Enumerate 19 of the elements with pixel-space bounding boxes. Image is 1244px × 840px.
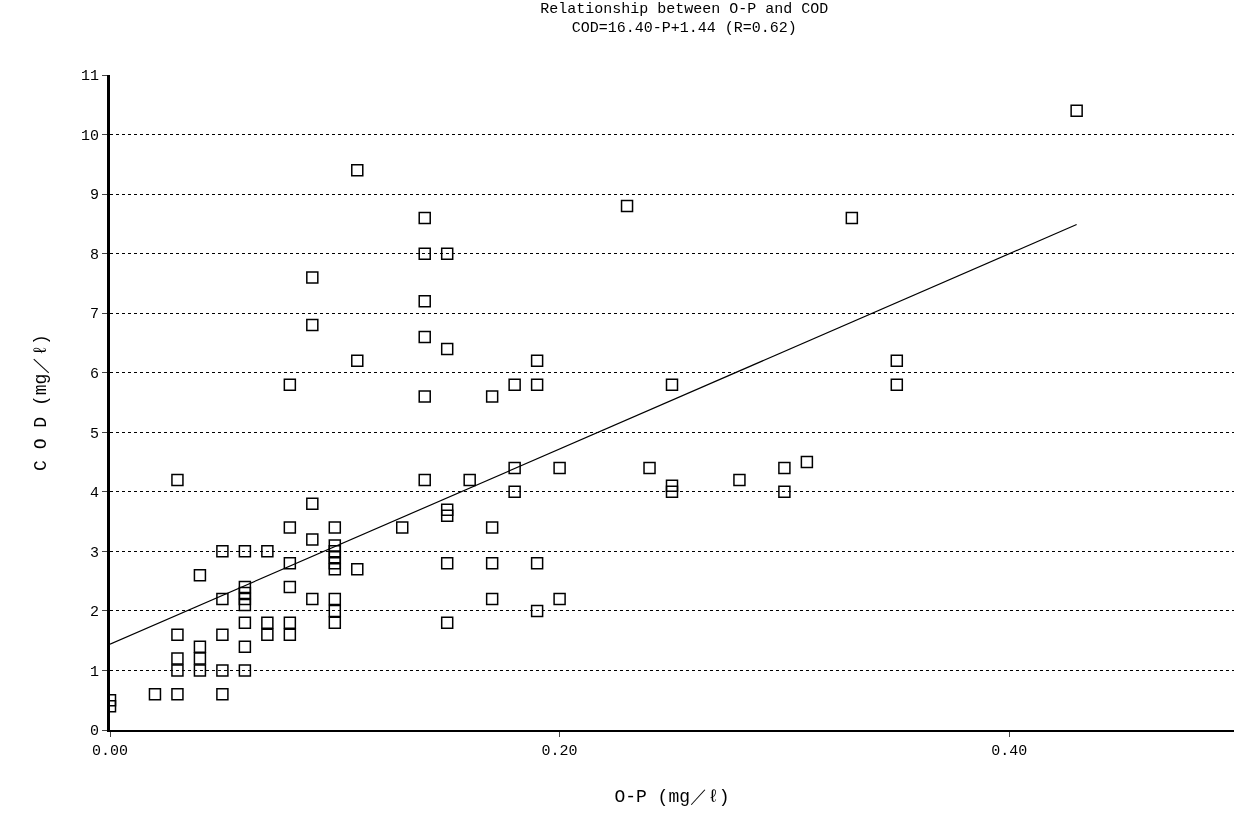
y-tick-label: 11 (80, 68, 99, 86)
y-tick-label: 3 (89, 544, 99, 562)
chart-title: Relationship between O-P and COD (540, 0, 829, 18)
y-tick-label: 0 (89, 723, 99, 741)
y-tick-label: 10 (80, 127, 99, 145)
x-tick-label: 0.40 (991, 743, 1028, 760)
x-tick-label: 0.00 (91, 743, 129, 760)
y-tick-label: 8 (89, 246, 99, 264)
y-tick-label: 9 (89, 187, 99, 205)
y-tick-label: 2 (89, 604, 99, 622)
x-axis-title: O-P (mg／ℓ) (614, 786, 730, 807)
chart-subtitle: COD=16.40-P+1.44 (R=0.62) (571, 20, 797, 38)
y-tick-label: 4 (89, 485, 99, 503)
y-tick-label: 6 (89, 365, 99, 383)
y-tick-label: 5 (89, 425, 99, 443)
x-tick-label: 0.20 (541, 743, 578, 760)
y-axis-title: C O D (mg／ℓ) (31, 334, 52, 471)
y-tick-label: 1 (89, 663, 99, 681)
y-tick-label: 7 (89, 306, 99, 324)
